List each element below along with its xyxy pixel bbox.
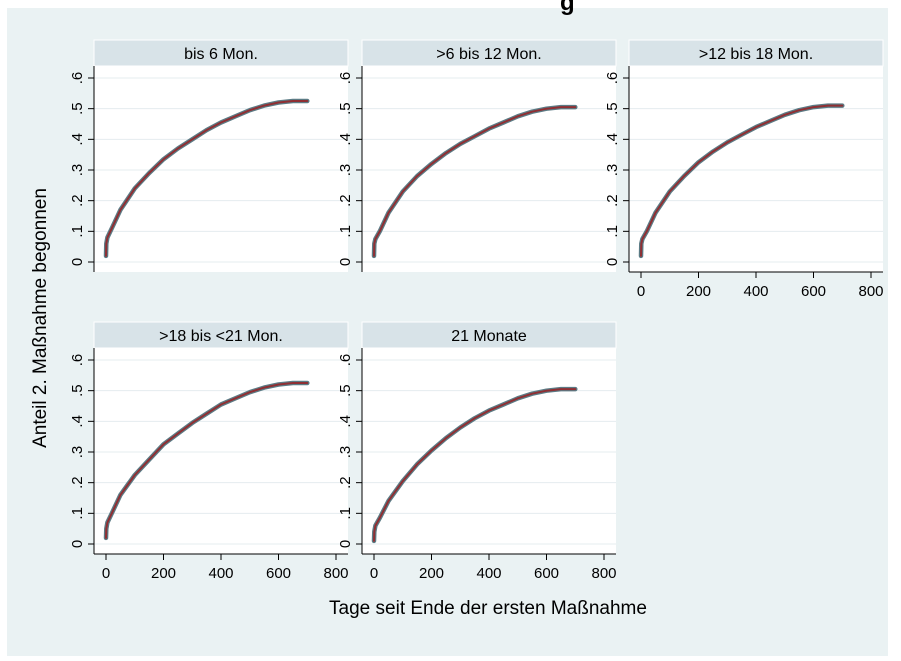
y-tick-label: .1 <box>604 225 621 238</box>
panel-title: >6 bis 12 Mon. <box>436 46 541 63</box>
y-tick-label: 0 <box>69 258 86 266</box>
x-tick-label: 800 <box>858 283 883 300</box>
y-tick-label: .1 <box>337 507 354 520</box>
x-tick-label: 800 <box>591 565 616 582</box>
panel-1: bis 6 Mon. 0 .1 .2 .3 .4 .5 .6 <box>69 39 349 272</box>
series-line <box>373 106 577 257</box>
page-title-fragment: g <box>560 0 575 16</box>
y-tick-label: 0 <box>69 540 86 548</box>
x-tick-label: 200 <box>419 565 444 582</box>
x-tick-label: 0 <box>637 283 645 300</box>
y-tick-label: .5 <box>69 384 86 397</box>
y-tick-label: .3 <box>69 164 86 177</box>
x-tick-label: 600 <box>801 283 826 300</box>
panel-strip <box>93 39 349 67</box>
y-tick-label: .3 <box>604 164 621 177</box>
panel-title: 21 Monate <box>451 328 527 345</box>
y-tick-label: .3 <box>337 446 354 459</box>
series-line <box>105 382 309 539</box>
series-line <box>373 388 577 542</box>
y-tick-label: .2 <box>337 194 354 207</box>
y-tick-label: .1 <box>337 225 354 238</box>
plot-area <box>94 66 348 272</box>
y-tick-label: .6 <box>604 72 621 85</box>
y-tick-label: .5 <box>69 102 86 115</box>
y-tick-label: .4 <box>337 133 354 146</box>
y-tick-label: .5 <box>337 384 354 397</box>
panel-strip <box>628 39 884 67</box>
x-tick-label: 600 <box>534 565 559 582</box>
x-tick-label: 0 <box>102 565 110 582</box>
y-axis-label: Anteil 2. Maßnahme begonnen <box>30 188 51 448</box>
y-tick-label: .5 <box>604 102 621 115</box>
plot-area <box>94 348 348 554</box>
y-tick-label: .1 <box>69 507 86 520</box>
y-tick-label: .2 <box>69 194 86 207</box>
x-tick-label: 0 <box>370 565 378 582</box>
series-line <box>105 100 309 257</box>
x-tick-label: 400 <box>208 565 233 582</box>
x-tick-label: 200 <box>151 565 176 582</box>
series-line <box>640 104 844 257</box>
panels-layer: bis 6 Mon. 0 .1 .2 .3 .4 .5 .6 >6 bis 12 Mon. 0 .1… <box>69 39 884 582</box>
y-tick-label: .4 <box>69 133 86 146</box>
y-tick-label: .6 <box>69 72 86 85</box>
y-tick-label: .3 <box>69 446 86 459</box>
y-tick-label: 0 <box>337 258 354 266</box>
panel-title: >12 bis 18 Mon. <box>699 46 813 63</box>
y-tick-label: .4 <box>337 415 354 428</box>
panel-title: >18 bis <21 Mon. <box>159 328 283 345</box>
x-tick-label: 400 <box>476 565 501 582</box>
plot-area <box>629 66 883 272</box>
y-tick-label: .6 <box>337 354 354 367</box>
y-tick-label: .2 <box>337 476 354 489</box>
panel-2: >6 bis 12 Mon. 0 .1 .2 .3 .4 .5 .6 <box>337 39 617 272</box>
plot-area <box>362 66 616 272</box>
plot-area <box>362 348 616 554</box>
panel-strip <box>361 321 617 349</box>
y-tick-label: .4 <box>69 415 86 428</box>
y-tick-label: .2 <box>604 194 621 207</box>
panel-4: >18 bis <21 Mon. 0 .1 .2 .3 .4 .5 .6 0 200 400 600 8… <box>69 321 349 582</box>
x-tick-label: 200 <box>686 283 711 300</box>
y-tick-label: .6 <box>337 72 354 85</box>
y-tick-label: 0 <box>604 258 621 266</box>
panel-strip <box>361 39 617 67</box>
x-tick-label: 800 <box>323 565 348 582</box>
y-tick-label: 0 <box>337 540 354 548</box>
panel-5: 21 Monate 0 .1 .2 .3 .4 .5 .6 0 200 400 600 800 <box>337 321 617 582</box>
x-axis-label: Tage seit Ende der ersten Maßnahme <box>329 598 647 619</box>
x-tick-label: 600 <box>266 565 291 582</box>
x-tick-label: 400 <box>743 283 768 300</box>
y-tick-label: .4 <box>604 133 621 146</box>
y-tick-label: .5 <box>337 102 354 115</box>
y-tick-label: .1 <box>69 225 86 238</box>
y-tick-label: .3 <box>337 164 354 177</box>
y-tick-label: .6 <box>69 354 86 367</box>
y-tick-label: .2 <box>69 476 86 489</box>
panel-3: >12 bis 18 Mon. 0 .1 .2 .3 .4 .5 .6 0 200 400 600 80… <box>604 39 884 300</box>
panel-title: bis 6 Mon. <box>184 46 258 63</box>
